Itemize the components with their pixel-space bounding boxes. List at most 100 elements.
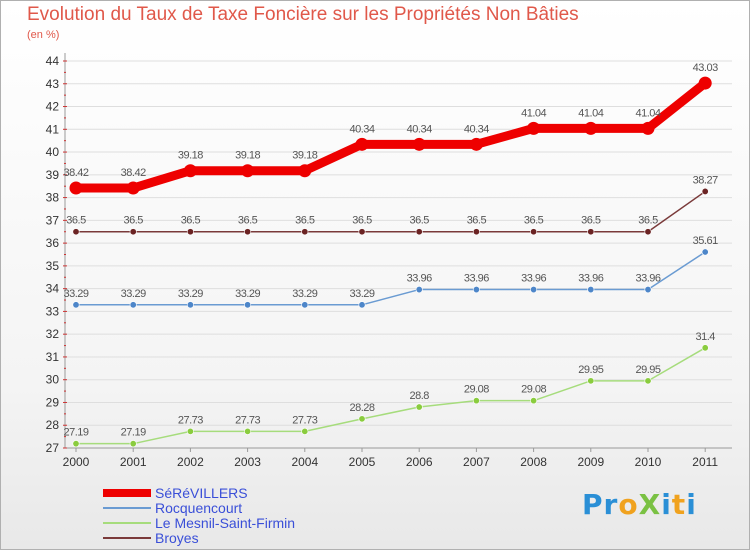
data-label: 41.04: [521, 107, 546, 119]
y-tick-label: 42: [46, 100, 60, 114]
data-point: [186, 427, 194, 435]
chart-title: Evolution du Taux de Taxe Foncière sur l…: [27, 4, 579, 25]
logo-letter: r: [603, 488, 619, 521]
data-label: 36.5: [409, 215, 429, 227]
data-point: [701, 344, 709, 352]
series-line-sérévillers: [71, 78, 710, 193]
data-point: [644, 377, 652, 385]
x-tick-label: 2009: [577, 455, 604, 469]
data-label: 36.5: [524, 215, 544, 227]
data-label: 33.29: [235, 288, 260, 300]
data-label: 36.5: [238, 215, 258, 227]
data-label: 38.42: [63, 167, 88, 179]
data-point: [472, 397, 480, 405]
data-point: [415, 228, 423, 236]
data-point: [644, 228, 652, 236]
data-label: 40.34: [464, 123, 489, 135]
data-label: 29.95: [578, 364, 603, 376]
y-tick-label: 30: [46, 373, 60, 387]
data-label: 35.61: [693, 235, 718, 247]
x-tick-label: 2008: [520, 455, 547, 469]
data-label: 36.5: [581, 215, 601, 227]
y-tick-label: 39: [46, 168, 60, 182]
data-point: [358, 228, 366, 236]
x-tick-label: 2010: [635, 455, 662, 469]
data-point: [641, 121, 655, 135]
legend-item-le-mesnil-saint-firmin: Le Mesnil-Saint-Firmin: [103, 514, 296, 531]
legend-item-serevillers: SéRéVILLERS: [103, 484, 248, 501]
data-point: [244, 301, 252, 309]
legend-item-rocquencourt: Rocquencourt: [103, 499, 243, 516]
data-label: 36.5: [467, 215, 487, 227]
data-label: 28.8: [409, 390, 429, 402]
series-line-broyes: [75, 190, 706, 233]
data-point: [129, 440, 137, 448]
data-label: 38.42: [121, 167, 146, 179]
data-point: [129, 301, 137, 309]
legend-label: Broyes: [155, 529, 199, 546]
data-label: 33.29: [121, 288, 146, 300]
data-label: 39.18: [178, 150, 203, 162]
series-line-rocquencourt: [75, 251, 706, 306]
logo-letter: P: [582, 488, 604, 521]
data-label: 36.5: [123, 215, 143, 227]
data-point: [587, 228, 595, 236]
y-tick-label: 44: [46, 54, 60, 68]
data-label: 36.5: [352, 215, 372, 227]
data-point: [72, 301, 80, 309]
data-point: [301, 301, 309, 309]
data-label: 40.34: [349, 123, 374, 135]
data-label: 33.96: [521, 273, 546, 285]
proxiti-logo: ProXiti: [582, 488, 697, 521]
data-label: 33.29: [292, 288, 317, 300]
legend-swatch-broyes: [103, 536, 151, 539]
data-point: [587, 377, 595, 385]
data-point: [126, 181, 140, 195]
y-tick-label: 32: [46, 327, 60, 341]
legend-item-broyes: Broyes: [103, 529, 199, 546]
data-point: [183, 164, 197, 178]
y-tick-label: 38: [46, 191, 60, 205]
y-tick-label: 36: [46, 236, 60, 250]
x-tick-label: 2003: [234, 455, 261, 469]
data-point: [701, 248, 709, 256]
y-tick-label: 28: [46, 418, 60, 432]
data-point: [530, 228, 538, 236]
legend-label: Le Mesnil-Saint-Firmin: [155, 514, 296, 531]
data-label: 33.29: [349, 288, 374, 300]
data-point: [186, 301, 194, 309]
data-point: [415, 403, 423, 411]
y-tick-label: 43: [46, 77, 60, 91]
data-label: 27.73: [178, 414, 203, 426]
legend-swatch-serevillers: [103, 488, 151, 497]
data-label: 33.96: [635, 273, 660, 285]
data-label: 36.5: [66, 215, 86, 227]
legend-swatch-rocquencourt: [103, 506, 151, 509]
data-label: 39.18: [292, 150, 317, 162]
data-label: 31.4: [695, 331, 715, 343]
data-point: [244, 427, 252, 435]
legend-label: Rocquencourt: [155, 499, 243, 516]
data-label: 29.95: [635, 364, 660, 376]
data-point: [72, 440, 80, 448]
data-point: [527, 121, 541, 135]
data-label: 27.19: [63, 427, 88, 439]
data-label: 33.96: [464, 273, 489, 285]
data-point: [587, 286, 595, 294]
data-point: [584, 121, 598, 135]
series-line-le mesnil-saint-firmin: [75, 347, 706, 445]
y-tick-label: 34: [46, 282, 60, 296]
data-point: [186, 228, 194, 236]
y-tick-label: 37: [46, 213, 60, 227]
data-label: 28.28: [349, 402, 374, 414]
data-label: 27.73: [292, 414, 317, 426]
x-tick-label: 2004: [291, 455, 318, 469]
logo-letter: t: [671, 488, 687, 521]
data-label: 41.04: [578, 107, 603, 119]
data-point: [412, 137, 426, 151]
data-label: 33.29: [178, 288, 203, 300]
y-tick-label: 33: [46, 304, 60, 318]
legend-label: SéRéVILLERS: [155, 484, 248, 501]
data-point: [358, 301, 366, 309]
